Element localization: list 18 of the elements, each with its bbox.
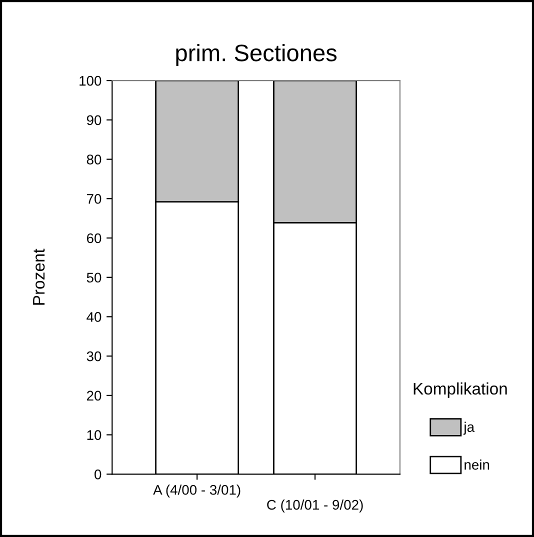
legend-title: Komplikation xyxy=(414,382,507,398)
x-tick-label: A (4/00 - 3/01) xyxy=(153,484,240,498)
y-tick-label: 40 xyxy=(86,312,102,322)
legend-label: nein xyxy=(464,460,490,470)
y-tick-label: 100 xyxy=(80,76,102,86)
y-tick-label: 0 xyxy=(94,470,102,480)
legend-label: ja xyxy=(463,422,475,435)
y-tick-label: 20 xyxy=(86,390,102,401)
y-tick-label: 30 xyxy=(86,351,102,362)
y-tick-label: 50 xyxy=(86,272,102,283)
y-tick-label: 70 xyxy=(86,194,102,204)
y-tick-label: 90 xyxy=(86,115,102,126)
y-tick-label: 60 xyxy=(86,233,102,244)
chart-title: prim. Sectiones xyxy=(176,44,337,66)
y-axis-title: Prozent xyxy=(33,248,45,305)
y-tick-label: 10 xyxy=(87,430,102,440)
x-tick-label: C (10/01 - 9/02) xyxy=(267,500,363,512)
y-tick-label: 80 xyxy=(86,154,102,164)
